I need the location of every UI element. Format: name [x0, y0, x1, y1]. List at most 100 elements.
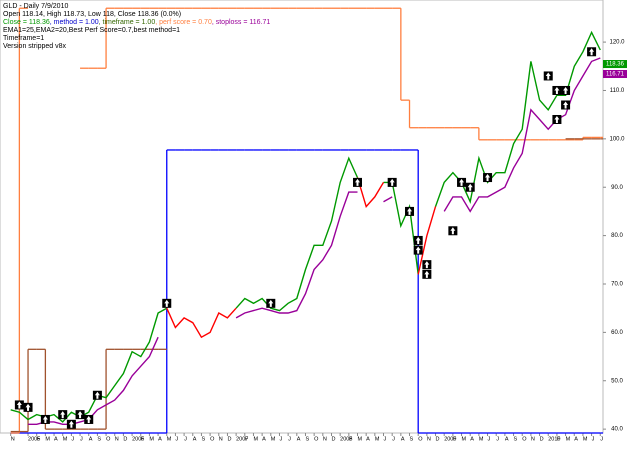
x-tick-label: 2009 [444, 436, 456, 442]
signal-arrow [415, 246, 421, 254]
x-tick-label: M [149, 436, 154, 442]
x-tick-label: S [410, 436, 414, 442]
signal-arrow [16, 401, 22, 409]
x-tick-label: A [366, 436, 370, 442]
x-tick-label: O [210, 436, 215, 442]
x-tick-label: N [115, 436, 119, 442]
signal-arrow [563, 86, 569, 94]
price-line [28, 57, 601, 425]
x-tick-label: M [375, 436, 380, 442]
x-tick-label: M [462, 436, 467, 442]
y-tick-label: 70.0 [611, 282, 623, 288]
signal-arrow [554, 86, 560, 94]
x-tick-label: O [418, 436, 423, 442]
signal-arrow [424, 261, 430, 269]
signal-arrow [459, 178, 465, 186]
info-part: Close = 118.36 [3, 19, 50, 26]
x-tick-label: F [453, 436, 457, 442]
plot-frame [0, 0, 604, 434]
y-tick-label: 40.0 [611, 427, 623, 433]
info-part: , stoploss = 116.71 [212, 19, 271, 26]
x-tick-label: D [331, 436, 335, 442]
x-tick-label: M [271, 436, 276, 442]
x-tick-label: A [89, 436, 93, 442]
x-tick-label: J [288, 436, 291, 442]
signal-arrow [164, 299, 170, 307]
x-tick-label: J [80, 436, 83, 442]
x-tick-label: J [592, 436, 595, 442]
signal-arrow [355, 178, 360, 186]
info-part: , timeframe = 1.00 [99, 19, 156, 26]
x-tick-label: O [314, 436, 319, 442]
signal-arrow [42, 415, 48, 423]
x-tick-label: M [479, 436, 484, 442]
x-tick-label: 2005 [28, 436, 40, 442]
y-tick-label: 100.0 [609, 136, 625, 142]
x-tick-label: M [63, 436, 68, 442]
y-tick-label: 60.0 [611, 330, 623, 336]
x-tick-label: O [522, 436, 527, 442]
signal-arrow [450, 227, 456, 235]
note: Timeframe=1 [3, 35, 44, 42]
signal-arrow [268, 299, 274, 307]
x-tick-label: J [384, 436, 387, 442]
x-tick-label: A [193, 436, 197, 442]
signal-arrow [589, 48, 595, 56]
x-tick-label: F [141, 436, 145, 442]
x-tick-label: D [540, 436, 544, 442]
x-tick-label: N [323, 436, 327, 442]
signal-arrow [485, 174, 491, 182]
info-line: Close = 118.36, method = 1.00, timeframe… [3, 19, 270, 26]
last-value-box [603, 70, 627, 79]
x-tick-label: S [514, 436, 518, 442]
x-tick-label: S [97, 436, 101, 442]
y-tick-label: 50.0 [611, 378, 623, 384]
signal-arrow [415, 236, 421, 244]
x-tick-label: N [11, 436, 15, 442]
signal-arrow [60, 411, 66, 419]
x-tick-label: A [574, 436, 578, 442]
x-tick-label: M [167, 436, 172, 442]
x-tick-label: 2010 [548, 436, 560, 442]
x-tick-label: A [262, 436, 266, 442]
x-tick-label: A [505, 436, 509, 442]
last-value-box [603, 60, 627, 69]
x-tick-label: J [279, 436, 282, 442]
signal-arrow [68, 420, 74, 428]
x-tick-label: M [253, 436, 258, 442]
y-tick-label: 90.0 [611, 185, 623, 191]
y-tick-label: 120.0 [609, 40, 625, 46]
x-tick-label: A [158, 436, 162, 442]
signal-arrow [563, 101, 569, 109]
x-tick-label: J [496, 436, 499, 442]
signal-arrow [94, 391, 100, 399]
header: GLD - Daily 7/9/2010 Open 118.14, High 1… [3, 3, 270, 50]
last-value-label: 116.71 [606, 72, 625, 78]
y-tick-label: 80.0 [611, 233, 623, 239]
signal-arrow [407, 207, 413, 215]
x-tick-label: 2006 [132, 436, 144, 442]
x-tick-label: A [297, 436, 301, 442]
x-tick-label: D [436, 436, 440, 442]
x-tick-label: A [470, 436, 474, 442]
chart-title: GLD - Daily 7/9/2010 [3, 3, 68, 10]
signal-arrow [86, 415, 92, 423]
x-tick-label: 2007 [236, 436, 248, 442]
chart-subtitle: Open 118.14, High 118.73, Low 118, Close… [3, 11, 181, 18]
signal-arrow [389, 178, 395, 186]
x-tick-label: D [227, 436, 231, 442]
note: EMA1=25,EMA2=20,Best Perf Score=0.7,best… [3, 27, 180, 34]
note: Version stripped v8x [3, 43, 67, 50]
x-tick-label: M [45, 436, 50, 442]
x-tick-label: N [219, 436, 223, 442]
signal-arrow [25, 403, 31, 411]
x-tick-label: J [175, 436, 178, 442]
signal-arrow [554, 115, 560, 123]
x-tick-label: A [54, 436, 58, 442]
signal-arrow [467, 183, 473, 191]
x-tick-label: F [349, 436, 353, 442]
y-tick-label: 110.0 [610, 88, 625, 94]
x-tick-label: S [305, 436, 309, 442]
x-tick-label: F [245, 436, 249, 442]
